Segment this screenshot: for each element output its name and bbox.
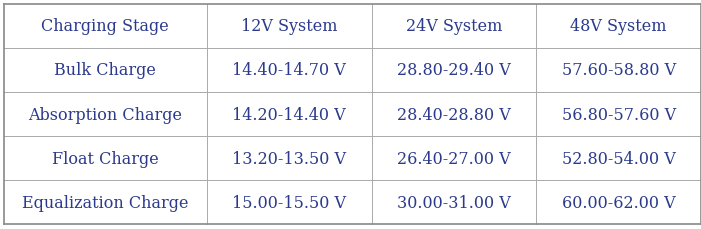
Bar xyxy=(372,136,536,180)
Bar xyxy=(207,5,372,49)
Bar xyxy=(207,49,372,93)
Text: 26.40-27.00 V: 26.40-27.00 V xyxy=(397,150,511,167)
Bar xyxy=(4,180,207,224)
Text: 14.20-14.40 V: 14.20-14.40 V xyxy=(232,106,346,123)
Text: 28.40-28.80 V: 28.40-28.80 V xyxy=(397,106,511,123)
Bar xyxy=(207,180,372,224)
Bar xyxy=(536,49,701,93)
Bar xyxy=(207,136,372,180)
Text: Charging Stage: Charging Stage xyxy=(41,18,169,35)
Bar xyxy=(372,5,536,49)
Text: 15.00-15.50 V: 15.00-15.50 V xyxy=(232,194,346,211)
Text: 12V System: 12V System xyxy=(241,18,337,35)
Bar xyxy=(536,5,701,49)
Text: 28.80-29.40 V: 28.80-29.40 V xyxy=(397,62,511,79)
Text: Absorption Charge: Absorption Charge xyxy=(28,106,182,123)
Bar xyxy=(372,49,536,93)
Text: 24V System: 24V System xyxy=(406,18,502,35)
Bar xyxy=(536,180,701,224)
Text: 56.80-57.60 V: 56.80-57.60 V xyxy=(562,106,676,123)
Bar xyxy=(372,180,536,224)
Text: 30.00-31.00 V: 30.00-31.00 V xyxy=(397,194,511,211)
Text: 57.60-58.80 V: 57.60-58.80 V xyxy=(562,62,676,79)
Bar xyxy=(4,93,207,136)
Text: Bulk Charge: Bulk Charge xyxy=(54,62,156,79)
Text: 60.00-62.00 V: 60.00-62.00 V xyxy=(562,194,676,211)
Text: Equalization Charge: Equalization Charge xyxy=(22,194,189,211)
Bar xyxy=(536,136,701,180)
Bar xyxy=(4,136,207,180)
Bar xyxy=(536,93,701,136)
Text: 52.80-54.00 V: 52.80-54.00 V xyxy=(562,150,676,167)
Bar xyxy=(4,5,207,49)
Text: Float Charge: Float Charge xyxy=(52,150,158,167)
Text: 14.40-14.70 V: 14.40-14.70 V xyxy=(232,62,346,79)
Bar xyxy=(372,93,536,136)
Bar xyxy=(207,93,372,136)
Text: 48V System: 48V System xyxy=(571,18,667,35)
Text: 13.20-13.50 V: 13.20-13.50 V xyxy=(232,150,346,167)
Bar xyxy=(4,49,207,93)
